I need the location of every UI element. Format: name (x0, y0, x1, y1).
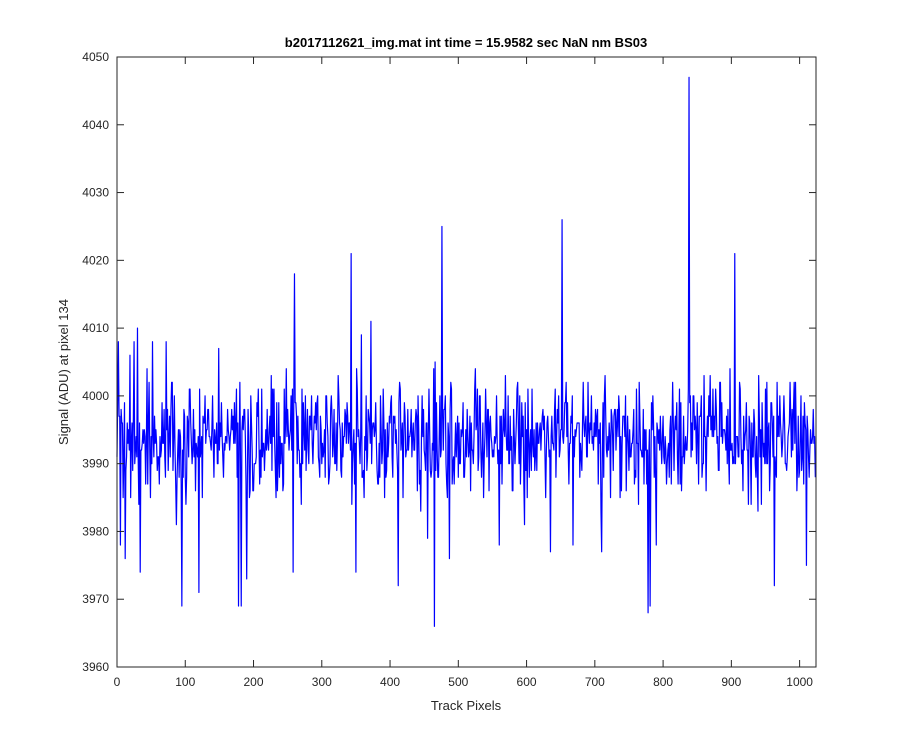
x-tick-label: 300 (312, 675, 332, 689)
axes-box (116, 56, 817, 668)
y-tick-label: 4020 (82, 253, 109, 267)
plot-area (117, 57, 816, 667)
y-tick-label: 4030 (82, 186, 109, 200)
chart-title: b2017112621_img.mat int time = 15.9582 s… (285, 35, 647, 50)
x-tick-label: 200 (244, 675, 264, 689)
x-tick-label: 600 (517, 675, 537, 689)
x-tick-label: 900 (721, 675, 741, 689)
x-tick-label: 700 (585, 675, 605, 689)
series-layer (116, 76, 816, 627)
y-tick-label: 3980 (82, 524, 109, 538)
y-tick-label: 3970 (82, 592, 109, 606)
x-tick-label: 100 (175, 675, 195, 689)
x-tick-label: 500 (448, 675, 468, 689)
y-tick-label: 3960 (82, 660, 109, 674)
x-tick-label: 0 (114, 675, 121, 689)
y-tick-label: 4000 (82, 389, 109, 403)
x-tick-label: 1000 (786, 675, 813, 689)
y-tick-label: 3990 (82, 457, 109, 471)
y-tick-label: 4040 (82, 118, 109, 132)
x-axis-title: Track Pixels (431, 698, 502, 713)
plot-background (117, 57, 816, 667)
x-tick-label: 800 (653, 675, 673, 689)
y-axis-title: Signal (ADU) at pixel 134 (56, 299, 71, 445)
y-tick-label: 4050 (82, 50, 109, 64)
x-tick-label: 400 (380, 675, 400, 689)
axes-layer: 0 100 200 300 400 500 600 700 800 900 1000 3960 3970… (82, 50, 817, 689)
signal-line (116, 76, 816, 627)
y-tick-label: 4010 (82, 321, 109, 335)
